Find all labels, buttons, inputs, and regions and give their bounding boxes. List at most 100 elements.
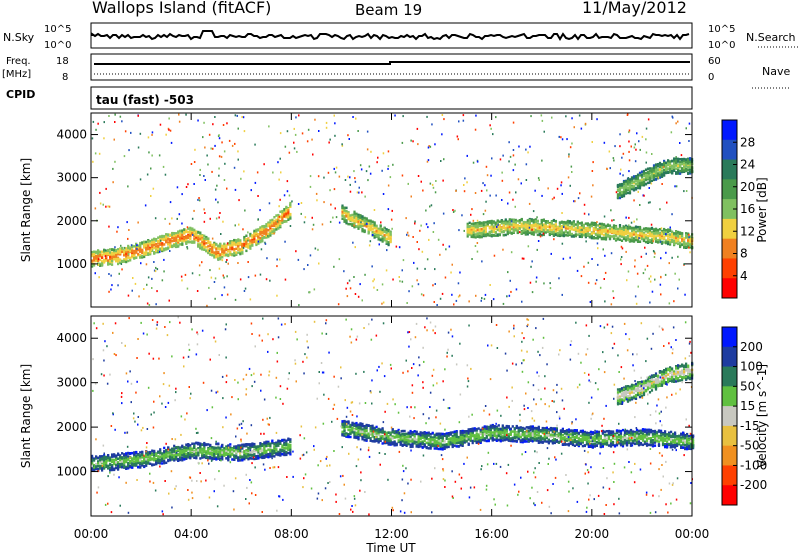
power-cell: [253, 240, 256, 244]
power-cell: [630, 176, 634, 179]
power-cell: [470, 230, 473, 233]
power-cell: [606, 231, 610, 234]
power-cell: [504, 222, 507, 226]
power-cell: [618, 224, 622, 227]
power-cell: [646, 238, 650, 241]
power-cell: [626, 279, 628, 282]
power-cell: [508, 230, 511, 233]
power-cell: [669, 241, 672, 244]
power-cell: [466, 226, 469, 229]
power-cell: [98, 276, 100, 279]
power-cell: [221, 245, 224, 248]
power-cell: [584, 227, 587, 230]
power-cell: [669, 160, 672, 163]
power-cell: [534, 225, 537, 228]
power-cell: [109, 255, 112, 259]
power-cell: [466, 181, 468, 184]
power-cell: [455, 299, 458, 302]
power-cell: [311, 228, 314, 231]
power-cell: [284, 278, 287, 281]
power-cell: [506, 295, 508, 298]
power-cell: [298, 114, 300, 117]
power-heatmap: [91, 113, 694, 307]
power-cell: [494, 227, 497, 230]
power-cell: [475, 114, 477, 117]
power-cell: [634, 180, 638, 183]
power-cell: [678, 278, 680, 281]
power-cell: [298, 304, 300, 307]
power-cell: [215, 252, 218, 256]
power-cell: [380, 221, 382, 224]
power-cell: [313, 288, 316, 291]
power-cell: [640, 182, 644, 185]
power-cell: [357, 222, 360, 226]
power-cell: [510, 224, 513, 228]
power-cell: [217, 244, 220, 247]
power-cell: [542, 218, 545, 221]
power-cell: [528, 231, 531, 234]
power-cell: [496, 228, 499, 232]
power-cell: [484, 233, 487, 237]
power-cell: [349, 217, 352, 220]
velocity-cell: [99, 461, 102, 464]
power-cell: [279, 198, 281, 201]
power-cell: [683, 167, 686, 170]
power-cell: [223, 150, 226, 153]
power-cell: [261, 225, 264, 228]
power-cell: [151, 131, 154, 134]
velocity-cell: [115, 466, 118, 470]
power-cell: [241, 247, 244, 251]
power-cell: [133, 245, 136, 248]
power-cell: [139, 178, 142, 181]
power-cell: [153, 251, 156, 254]
power-cell: [386, 249, 388, 252]
power-cell: [354, 177, 356, 180]
power-cell: [518, 231, 521, 234]
velocity-cell: [171, 451, 174, 454]
y-tick-label: 1000: [56, 257, 87, 271]
power-cell: [189, 229, 192, 232]
power-cell: [91, 137, 94, 140]
power-cell: [363, 224, 366, 227]
power-cell: [402, 115, 404, 118]
velocity-cell: [157, 458, 160, 461]
power-cell: [420, 180, 422, 183]
power-cell: [175, 238, 178, 241]
power-cell: [267, 229, 270, 232]
power-cell: [480, 189, 483, 192]
power-cell: [656, 241, 660, 244]
power-cell: [281, 216, 284, 219]
velocity-cell: [117, 461, 120, 464]
power-cell: [484, 228, 487, 231]
power-cell: [626, 225, 630, 229]
velocity-cell: [191, 451, 194, 454]
power-cell: [508, 294, 511, 297]
power-cell: [147, 253, 150, 256]
power-cell: [628, 235, 632, 238]
velocity-cell: [109, 456, 112, 459]
power-cell: [468, 227, 471, 231]
power-cell: [510, 223, 513, 226]
power-cell: [178, 120, 181, 123]
velocity-cell: [119, 462, 122, 465]
velocity-cell: [161, 452, 164, 455]
power-cell: [129, 256, 132, 260]
power-cell: [231, 144, 234, 147]
power-cell: [534, 218, 537, 221]
power-cell: [343, 206, 346, 209]
power-cell: [153, 246, 156, 250]
power-cell: [632, 227, 636, 230]
power-cell: [628, 150, 630, 153]
power-cell: [666, 201, 668, 204]
power-cell: [341, 144, 344, 147]
power-cell: [482, 233, 485, 236]
power-cell: [562, 231, 565, 234]
power-cell: [202, 136, 204, 139]
power-cell: [517, 178, 520, 181]
power-cell: [198, 197, 200, 199]
power-cell: [395, 245, 398, 248]
power-cell: [516, 231, 519, 235]
power-cell: [683, 157, 686, 161]
power-cell: [527, 151, 529, 154]
